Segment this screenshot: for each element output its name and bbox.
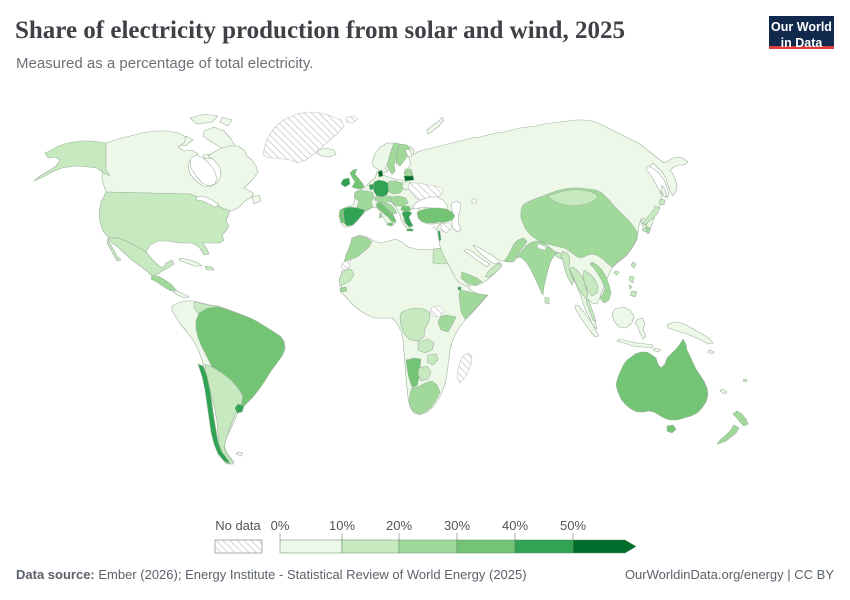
svg-text:30%: 30%: [444, 518, 470, 533]
svg-text:40%: 40%: [502, 518, 528, 533]
svg-text:No data: No data: [215, 518, 261, 533]
svg-text:10%: 10%: [329, 518, 355, 533]
svg-text:0%: 0%: [271, 518, 290, 533]
svg-text:20%: 20%: [386, 518, 412, 533]
svg-text:50%: 50%: [560, 518, 586, 533]
